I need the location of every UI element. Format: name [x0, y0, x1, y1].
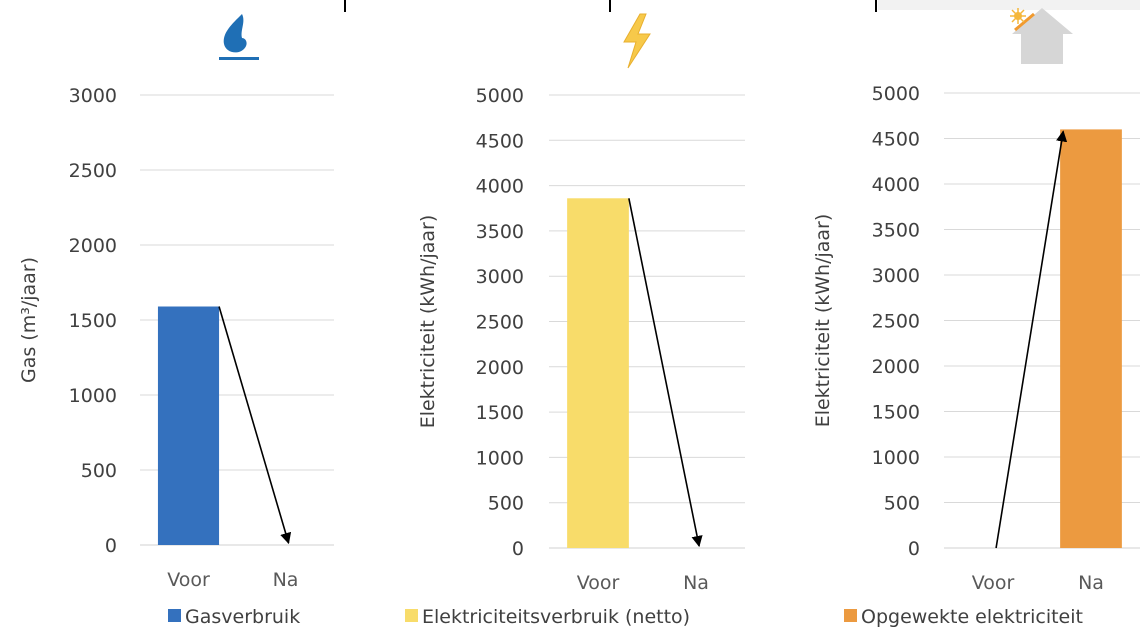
lightning-bolt-icon — [623, 13, 651, 69]
legend-label: Gasverbruik — [185, 606, 300, 628]
legend-swatch — [405, 609, 418, 622]
y-tick-label: 3000 — [872, 265, 920, 287]
y-tick-label: 5000 — [872, 83, 920, 105]
y-tick-label: 1500 — [69, 310, 117, 332]
y-tick-label: 4000 — [872, 174, 920, 196]
y-tick-label: 4500 — [476, 130, 524, 152]
y-tick-label: 2500 — [872, 311, 920, 333]
y-tick-label: 5000 — [476, 85, 524, 107]
y-tick-label: 1000 — [872, 447, 920, 469]
y-tick-label: 2500 — [476, 312, 524, 334]
y-tick-label: 3500 — [872, 220, 920, 242]
bar — [1060, 129, 1122, 548]
y-axis-title: Gas (m³/jaar) — [18, 257, 40, 383]
y-tick-label: 2000 — [69, 235, 117, 257]
y-tick-label: 4500 — [872, 129, 920, 151]
legend-swatch — [168, 609, 181, 622]
y-tick-label: 0 — [908, 538, 920, 560]
x-category-label: Voor — [577, 572, 620, 594]
chart-electricity-usage: 0 500 1000 1500 2000 2500 3000 3500 4000 4500 5000… — [405, 85, 745, 628]
legend-label: Opgewekte elektriciteit — [861, 606, 1083, 628]
y-tick-label: 2000 — [476, 357, 524, 379]
y-tick-label: 1000 — [476, 447, 524, 469]
y-tick-label: 2000 — [872, 356, 920, 378]
chart-gas: 0 500 1000 1500 2000 2500 3000 Voor Na Gas (m³/ja… — [18, 85, 334, 628]
y-tick-label: 1500 — [872, 402, 920, 424]
y-tick-label: 1000 — [69, 385, 117, 407]
y-tick-label: 500 — [81, 460, 117, 482]
x-category-label: Na — [683, 572, 709, 594]
y-tick-label: 2500 — [69, 160, 117, 182]
bar — [567, 198, 629, 548]
trend-arrow — [995, 130, 1068, 549]
x-category-label: Voor — [167, 569, 210, 591]
x-category-label: Voor — [972, 572, 1015, 594]
trend-arrow — [218, 306, 292, 545]
y-axis-title: Elektriciteit (kWh/jaar) — [417, 215, 439, 429]
chart-generated-electricity: 0 500 1000 1500 2000 2500 3000 3500 4000 4500 5000… — [812, 83, 1140, 628]
y-tick-label: 0 — [105, 535, 117, 557]
y-tick-label: 0 — [512, 538, 524, 560]
y-tick-label: 500 — [488, 493, 524, 515]
header-panel — [878, 0, 1140, 10]
y-tick-label: 500 — [884, 493, 920, 515]
y-tick-label: 4000 — [476, 176, 524, 198]
trend-arrow — [628, 198, 703, 548]
bar — [157, 306, 220, 545]
y-tick-label: 1500 — [476, 402, 524, 424]
legend-label: Elektriciteitsverbruik (netto) — [422, 606, 690, 628]
y-axis-title: Elektriciteit (kWh/jaar) — [812, 214, 834, 428]
x-category-label: Na — [1078, 572, 1104, 594]
y-tick-label: 3500 — [476, 221, 524, 243]
legend-swatch — [844, 609, 857, 622]
x-category-label: Na — [273, 569, 299, 591]
y-tick-label: 3000 — [476, 266, 524, 288]
y-tick-label: 3000 — [69, 85, 117, 107]
gas-flame-icon — [219, 14, 259, 60]
solar-house-icon — [1010, 8, 1073, 64]
